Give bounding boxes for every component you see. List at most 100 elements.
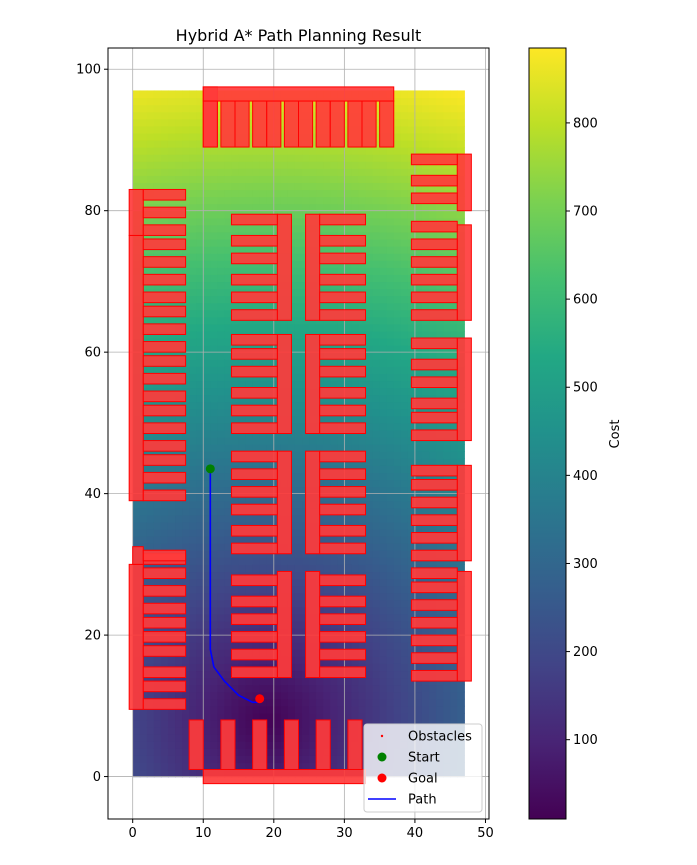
heatmap-cell (393, 691, 402, 700)
obstacle-block (319, 613, 367, 625)
obstacle-block (142, 616, 187, 629)
heatmap-cell (372, 528, 381, 537)
heatmap-cell (294, 472, 303, 481)
heatmap-cell (393, 281, 402, 290)
heatmap-cell (175, 118, 183, 127)
colorbar-fill (529, 48, 566, 819)
heatmap-cell (400, 373, 409, 382)
heatmap-cell (421, 210, 430, 219)
heatmap-cell (238, 189, 247, 198)
heatmap-cell (372, 543, 381, 551)
heatmap-cell (203, 260, 211, 268)
heatmap-cell (245, 677, 254, 686)
heatmap-cell (189, 656, 197, 664)
heatmap-cell (231, 224, 240, 233)
heatmap-cell (358, 154, 367, 162)
heatmap-cell (386, 359, 395, 367)
heatmap-cell (203, 486, 211, 495)
heatmap-cell (379, 401, 388, 410)
heatmap-cell (252, 536, 261, 544)
heatmap-cell (252, 168, 261, 176)
heatmap-cell (217, 210, 226, 219)
obstacle-block (305, 450, 321, 555)
heatmap-cell (273, 203, 282, 212)
heatmap-cell (330, 734, 338, 742)
obstacle-block (230, 404, 278, 417)
heatmap-cell (379, 656, 388, 664)
heatmap-cell (196, 217, 204, 226)
heatmap-cell (436, 330, 444, 339)
heatmap-cell (323, 606, 331, 615)
heatmap-cell (224, 585, 233, 594)
heatmap-cell (344, 246, 353, 254)
heatmap-cell (160, 712, 169, 721)
heatmap-cell (400, 543, 409, 551)
heatmap-cell (316, 203, 324, 212)
heatmap-cell (175, 267, 183, 275)
heatmap-cell (196, 175, 204, 183)
heatmap-cell (182, 465, 190, 474)
heatmap-cell (273, 161, 282, 169)
heatmap-cell (365, 387, 374, 396)
heatmap-cell (196, 104, 204, 113)
heatmap-cell (316, 154, 324, 162)
heatmap-cell (266, 691, 275, 700)
heatmap-cell (400, 451, 409, 459)
heatmap-cell (316, 189, 324, 198)
heatmap-cell (224, 712, 233, 721)
heatmap-cell (203, 472, 211, 481)
heatmap-cell (189, 578, 197, 587)
heatmap-cell (407, 125, 416, 134)
heatmap-cell (203, 238, 211, 247)
heatmap-cell (167, 147, 176, 155)
heatmap-cell (393, 359, 402, 367)
heatmap-cell (337, 712, 345, 721)
heatmap-cell (372, 472, 381, 481)
heatmap-cell (443, 422, 451, 431)
heatmap-cell (153, 719, 162, 728)
heatmap-cell (302, 762, 310, 771)
heatmap-cell (365, 521, 374, 530)
heatmap-cell (139, 132, 148, 141)
heatmap-cell (280, 684, 289, 693)
heatmap-cell (266, 189, 275, 198)
heatmap-cell (309, 734, 317, 742)
obstacle-block (142, 390, 187, 403)
heatmap-cell (358, 585, 367, 594)
heatmap-cell (231, 698, 240, 707)
obstacle-block (230, 234, 278, 247)
heatmap-cell (372, 564, 381, 573)
heatmap-cell (167, 168, 176, 176)
heatmap-cell (429, 663, 437, 672)
heatmap-cell (266, 182, 275, 191)
heatmap-cell (160, 182, 169, 191)
heatmap-cell (189, 210, 197, 219)
heatmap-cell (400, 118, 409, 127)
heatmap-cell (393, 472, 402, 481)
obstacle-block (410, 549, 458, 562)
heatmap-cell (238, 182, 247, 191)
heatmap-cell (266, 557, 275, 565)
heatmap-cell (153, 217, 162, 226)
heatmap-cell (330, 557, 338, 565)
y-tick-label: 60 (84, 346, 101, 361)
heatmap-cell (337, 705, 345, 714)
heatmap-cell (400, 670, 409, 679)
heatmap-cell (139, 712, 148, 721)
heatmap-cell (337, 203, 345, 212)
y-tick-label: 20 (84, 629, 101, 644)
heatmap-cell (167, 217, 176, 226)
heatmap-cell (167, 104, 176, 113)
heatmap-cell (393, 514, 402, 523)
heatmap-cell (400, 564, 409, 573)
heatmap-cell (224, 642, 233, 650)
heatmap-cell (189, 712, 197, 721)
heatmap-cell (189, 111, 197, 120)
heatmap-cell (203, 210, 211, 219)
heatmap-cell (175, 97, 183, 106)
heatmap-cell (132, 528, 141, 537)
heatmap-cell (407, 203, 416, 212)
heatmap-cell (443, 543, 451, 551)
heatmap-cell (182, 161, 190, 169)
heatmap-cell (245, 175, 254, 183)
